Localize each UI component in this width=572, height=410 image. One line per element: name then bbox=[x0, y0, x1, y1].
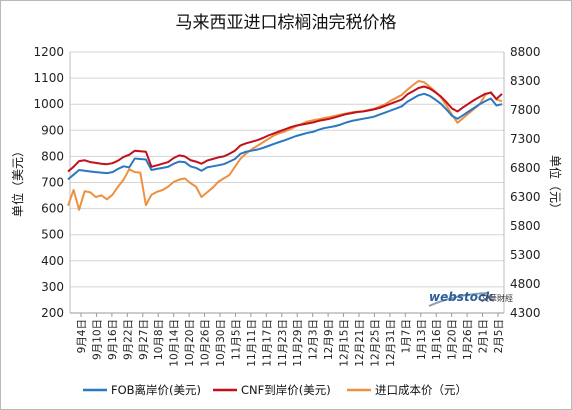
x-tick-label: 2月1日 bbox=[478, 319, 490, 353]
x-tick-label: 1月7日 bbox=[400, 319, 412, 353]
y2-tick-label: 4800 bbox=[510, 277, 541, 291]
webstock-logo: webstock 文華財經 bbox=[428, 290, 513, 307]
plot-frame bbox=[69, 52, 505, 314]
legend-label-0: FOB离岸价(美元) bbox=[111, 383, 201, 397]
x-tick-label: 1月13日 bbox=[416, 319, 428, 360]
x-tick-label: 9月27日 bbox=[138, 319, 150, 360]
y2-tick-label: 4300 bbox=[510, 306, 541, 320]
x-tick-label: 12月31日 bbox=[385, 319, 397, 367]
right-axis-ticks: 4300 4800 5300 5800 6300 6800 7300 7800 8300 8800 bbox=[510, 45, 541, 320]
x-tick-label: 11月5日 bbox=[230, 319, 242, 360]
x-tick-label: 12月9日 bbox=[323, 319, 335, 360]
y-tick-label: 200 bbox=[41, 306, 64, 320]
x-tick-label: 12月25日 bbox=[369, 319, 381, 367]
y-tick-label: 1200 bbox=[33, 45, 64, 59]
x-tick-label: 1月26日 bbox=[462, 319, 474, 360]
y-tick-label: 800 bbox=[41, 149, 64, 163]
y-tick-label: 500 bbox=[41, 228, 64, 242]
y-tick-label: 300 bbox=[41, 280, 64, 294]
series-line-2 bbox=[67, 80, 503, 211]
series-line-1 bbox=[67, 85, 503, 173]
left-axis-ticks: 200 300 400 500 600 700 800 900 1000 1100 1200 bbox=[33, 45, 64, 320]
y2-tick-label: 6300 bbox=[510, 190, 541, 204]
y2-tick-label: 5800 bbox=[510, 219, 541, 233]
x-tick-label: 12月3日 bbox=[308, 319, 320, 360]
series-lines bbox=[67, 80, 503, 211]
y2-tick-label: 8300 bbox=[510, 74, 541, 88]
watermark-sub: 文華財經 bbox=[481, 293, 513, 303]
y-tick-label: 900 bbox=[41, 123, 64, 137]
legend-label-2: 进口成本价（元） bbox=[375, 383, 467, 397]
y-tick-label: 600 bbox=[41, 202, 64, 216]
series-line-0 bbox=[67, 92, 503, 181]
x-tick-label: 11月17日 bbox=[261, 319, 273, 367]
x-tick-label: 2月5日 bbox=[493, 319, 505, 353]
chart-title: 马来西亚进口棕榈油完税价格 bbox=[176, 13, 397, 33]
x-tick-label: 9月10日 bbox=[91, 319, 103, 360]
y-tick-label: 1100 bbox=[33, 71, 64, 85]
y-tick-label: 400 bbox=[41, 254, 64, 268]
y2-tick-label: 7800 bbox=[510, 103, 541, 117]
y-tick-label: 700 bbox=[41, 176, 64, 190]
x-axis-ticks: 9月4日 9月10日 9月16日 9月22日 9月27日 10月8日 10月14日 10月20… bbox=[76, 313, 505, 367]
x-tick-label: 11月11日 bbox=[246, 319, 258, 367]
x-tick-label: 11月29日 bbox=[292, 319, 304, 367]
x-tick-label: 1月20日 bbox=[447, 319, 459, 360]
watermark-brand: webstock bbox=[429, 290, 494, 304]
x-tick-label: 1月16日 bbox=[431, 319, 443, 360]
grid-lines bbox=[70, 51, 504, 314]
y2-axis-label: 单位（元） bbox=[548, 155, 563, 215]
y-axis-label: 单位（美元） bbox=[10, 145, 25, 217]
x-tick-label: 9月22日 bbox=[122, 319, 134, 360]
y2-tick-label: 7300 bbox=[510, 132, 541, 146]
y2-tick-label: 6800 bbox=[510, 161, 541, 175]
x-tick-label: 12月21日 bbox=[354, 319, 366, 367]
x-tick-label: 10月30日 bbox=[215, 319, 227, 367]
x-tick-label: 9月16日 bbox=[107, 319, 119, 360]
x-tick-label: 11月23日 bbox=[277, 319, 289, 367]
legend-label-1: CNF到岸价(美元) bbox=[241, 383, 331, 397]
x-tick-label: 10月8日 bbox=[153, 319, 165, 360]
y-tick-label: 1000 bbox=[33, 97, 64, 111]
x-tick-label: 10月20日 bbox=[184, 319, 196, 367]
x-tick-label: 12月15日 bbox=[339, 319, 351, 367]
x-tick-label: 9月4日 bbox=[76, 319, 88, 353]
x-tick-label: 10月26日 bbox=[200, 319, 212, 367]
legend: FOB离岸价(美元) CNF到岸价(美元) 进口成本价（元） bbox=[83, 383, 467, 397]
y2-tick-label: 5300 bbox=[510, 248, 541, 262]
y2-tick-label: 8800 bbox=[510, 45, 541, 59]
x-tick-label: 10月14日 bbox=[169, 319, 181, 367]
